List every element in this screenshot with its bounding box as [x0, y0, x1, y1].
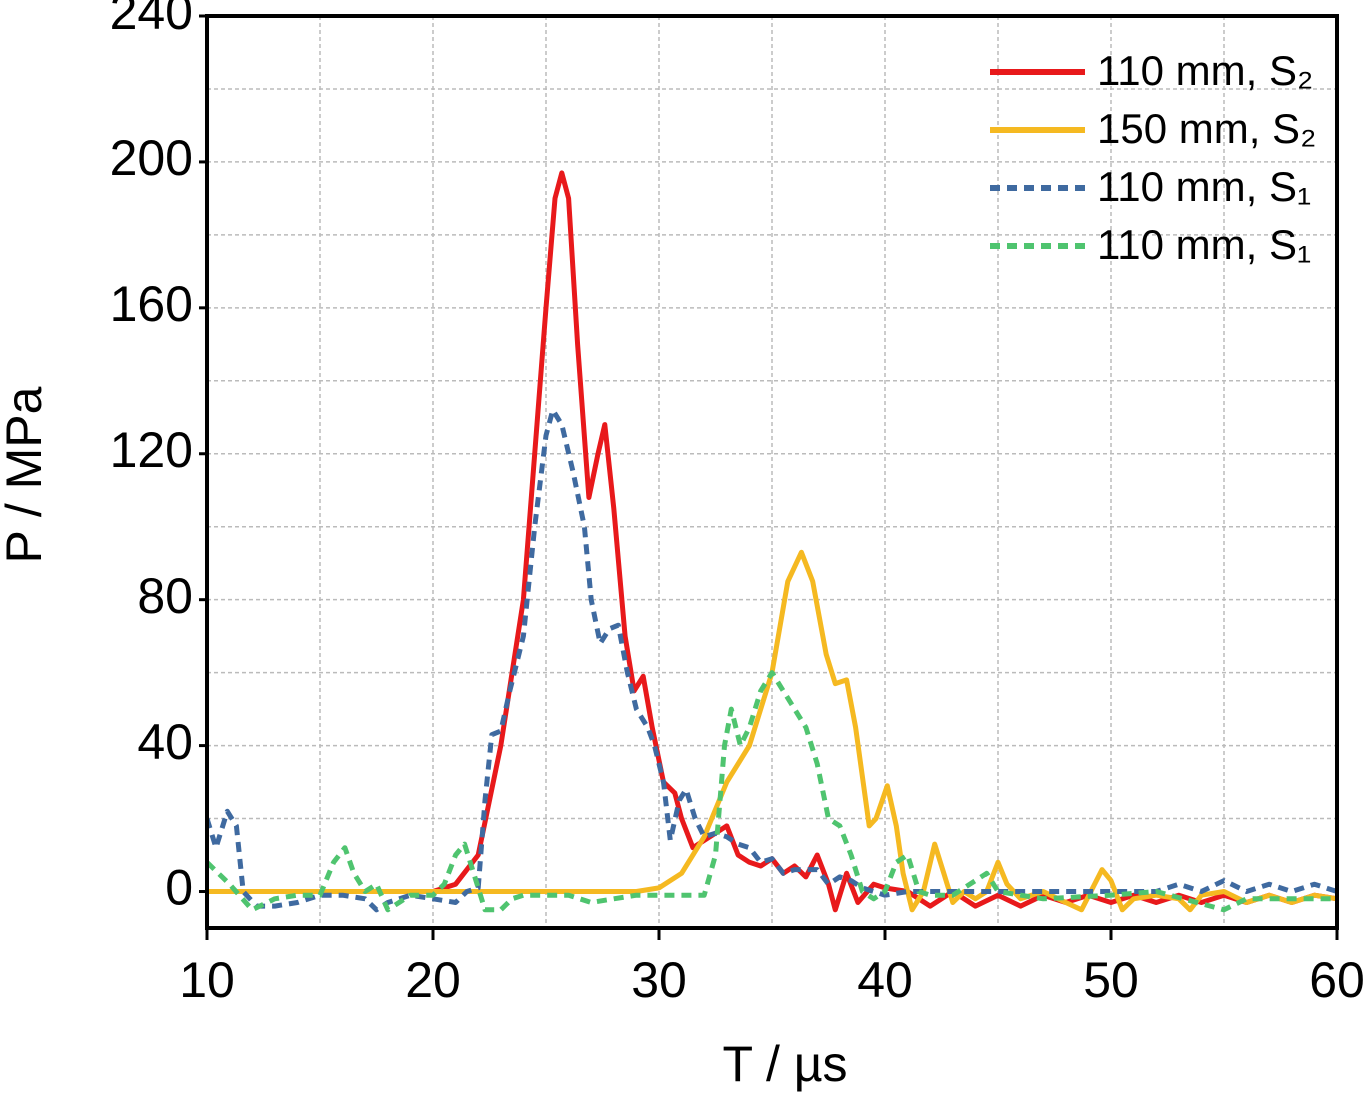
y-tick-label: 160 — [110, 276, 193, 332]
legend-label: 150 mm, S₂ — [1097, 105, 1316, 152]
x-axis-label: T / µs — [722, 1036, 847, 1092]
legend-label: 110 mm, S₁ — [1097, 163, 1311, 210]
x-tick-label: 10 — [179, 952, 235, 1008]
series-line — [207, 670, 1337, 913]
y-axis-label: P / MPa — [0, 386, 52, 563]
x-tick-label: 20 — [405, 952, 461, 1008]
x-tick-label: 30 — [631, 952, 687, 1008]
y-tick-label: 200 — [110, 130, 193, 186]
x-tick-label: 60 — [1309, 952, 1364, 1008]
y-tick-label: 240 — [110, 0, 193, 40]
y-tick-label: 0 — [165, 860, 193, 916]
y-tick-label: 80 — [137, 568, 193, 624]
x-tick-label: 40 — [857, 952, 913, 1008]
series-line — [207, 407, 1337, 913]
legend-label: 110 mm, S₂ — [1097, 47, 1313, 94]
y-tick-label: 120 — [110, 422, 193, 478]
y-tick-label: 40 — [137, 714, 193, 770]
plot-frame — [205, 14, 1339, 930]
legend-label: 110 mm, S₁ — [1097, 221, 1311, 268]
x-tick-label: 50 — [1083, 952, 1139, 1008]
